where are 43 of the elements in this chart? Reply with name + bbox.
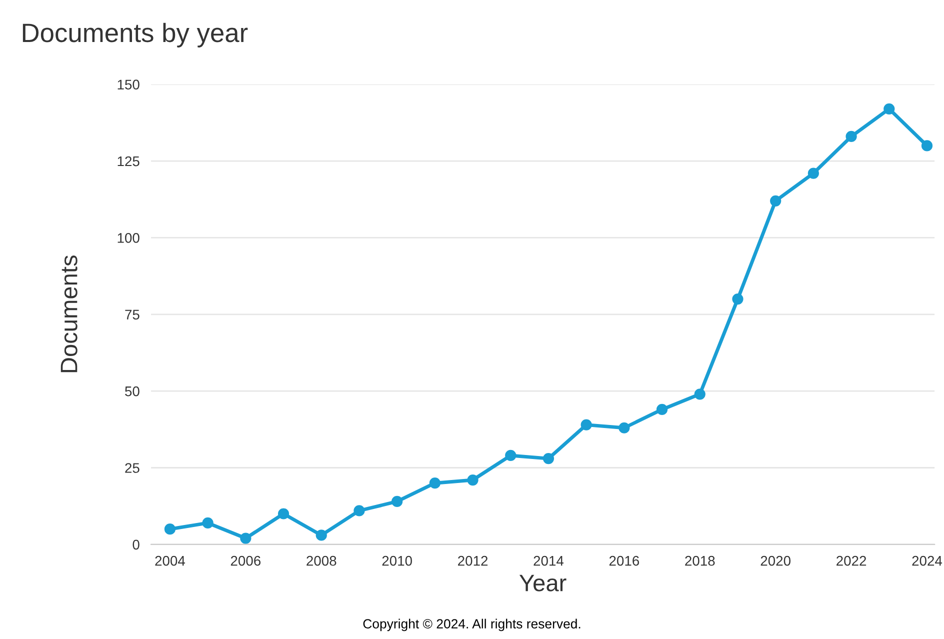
- point: [656, 404, 668, 416]
- x-axis-title: Year: [519, 574, 566, 592]
- point: [316, 530, 327, 541]
- point: [240, 532, 252, 544]
- y-tick-label: 150: [118, 80, 140, 90]
- x-tick-label: 2018: [685, 556, 715, 566]
- y-tick-label: 50: [125, 386, 140, 396]
- y-tick-label: 100: [118, 233, 140, 243]
- x-tick-label: 2022: [836, 556, 866, 566]
- x-tick-label: 2020: [760, 556, 790, 566]
- point: [505, 450, 516, 462]
- point: [921, 140, 933, 152]
- x-tick-label: 2004: [155, 556, 186, 566]
- point: [392, 496, 403, 508]
- point: [618, 422, 630, 434]
- point: [808, 168, 819, 179]
- point: [580, 419, 592, 430]
- text: Copyright © 2024. All rights reserved.: [363, 618, 580, 632]
- y-tick-label: 125: [118, 156, 140, 166]
- point: [542, 452, 554, 464]
- x-tick-label: 2014: [534, 556, 564, 566]
- x-tick-label: 2010: [382, 556, 412, 566]
- x-tick-label: 2006: [230, 556, 261, 566]
- point: [467, 474, 478, 486]
- point: [429, 478, 440, 489]
- x-tick-label: 2008: [306, 556, 336, 566]
- point: [732, 293, 744, 305]
- x-tick-label: 2012: [458, 556, 488, 566]
- point: [202, 517, 214, 529]
- point: [278, 508, 290, 520]
- point: [164, 524, 176, 535]
- point: [884, 103, 895, 114]
- point: [846, 130, 857, 142]
- y-tick-label: 75: [125, 310, 140, 320]
- y-tick-label: 0: [132, 540, 140, 550]
- chart-title: Documents by year: [22, 22, 248, 48]
- x-tick-label: 2016: [609, 556, 640, 566]
- x-tick-label: 2024: [912, 556, 942, 566]
- y-axis-title: Documents: [60, 256, 78, 372]
- point: [694, 388, 706, 400]
- point: [354, 505, 365, 516]
- y-tick-label: 25: [125, 463, 140, 473]
- point: [770, 195, 782, 206]
